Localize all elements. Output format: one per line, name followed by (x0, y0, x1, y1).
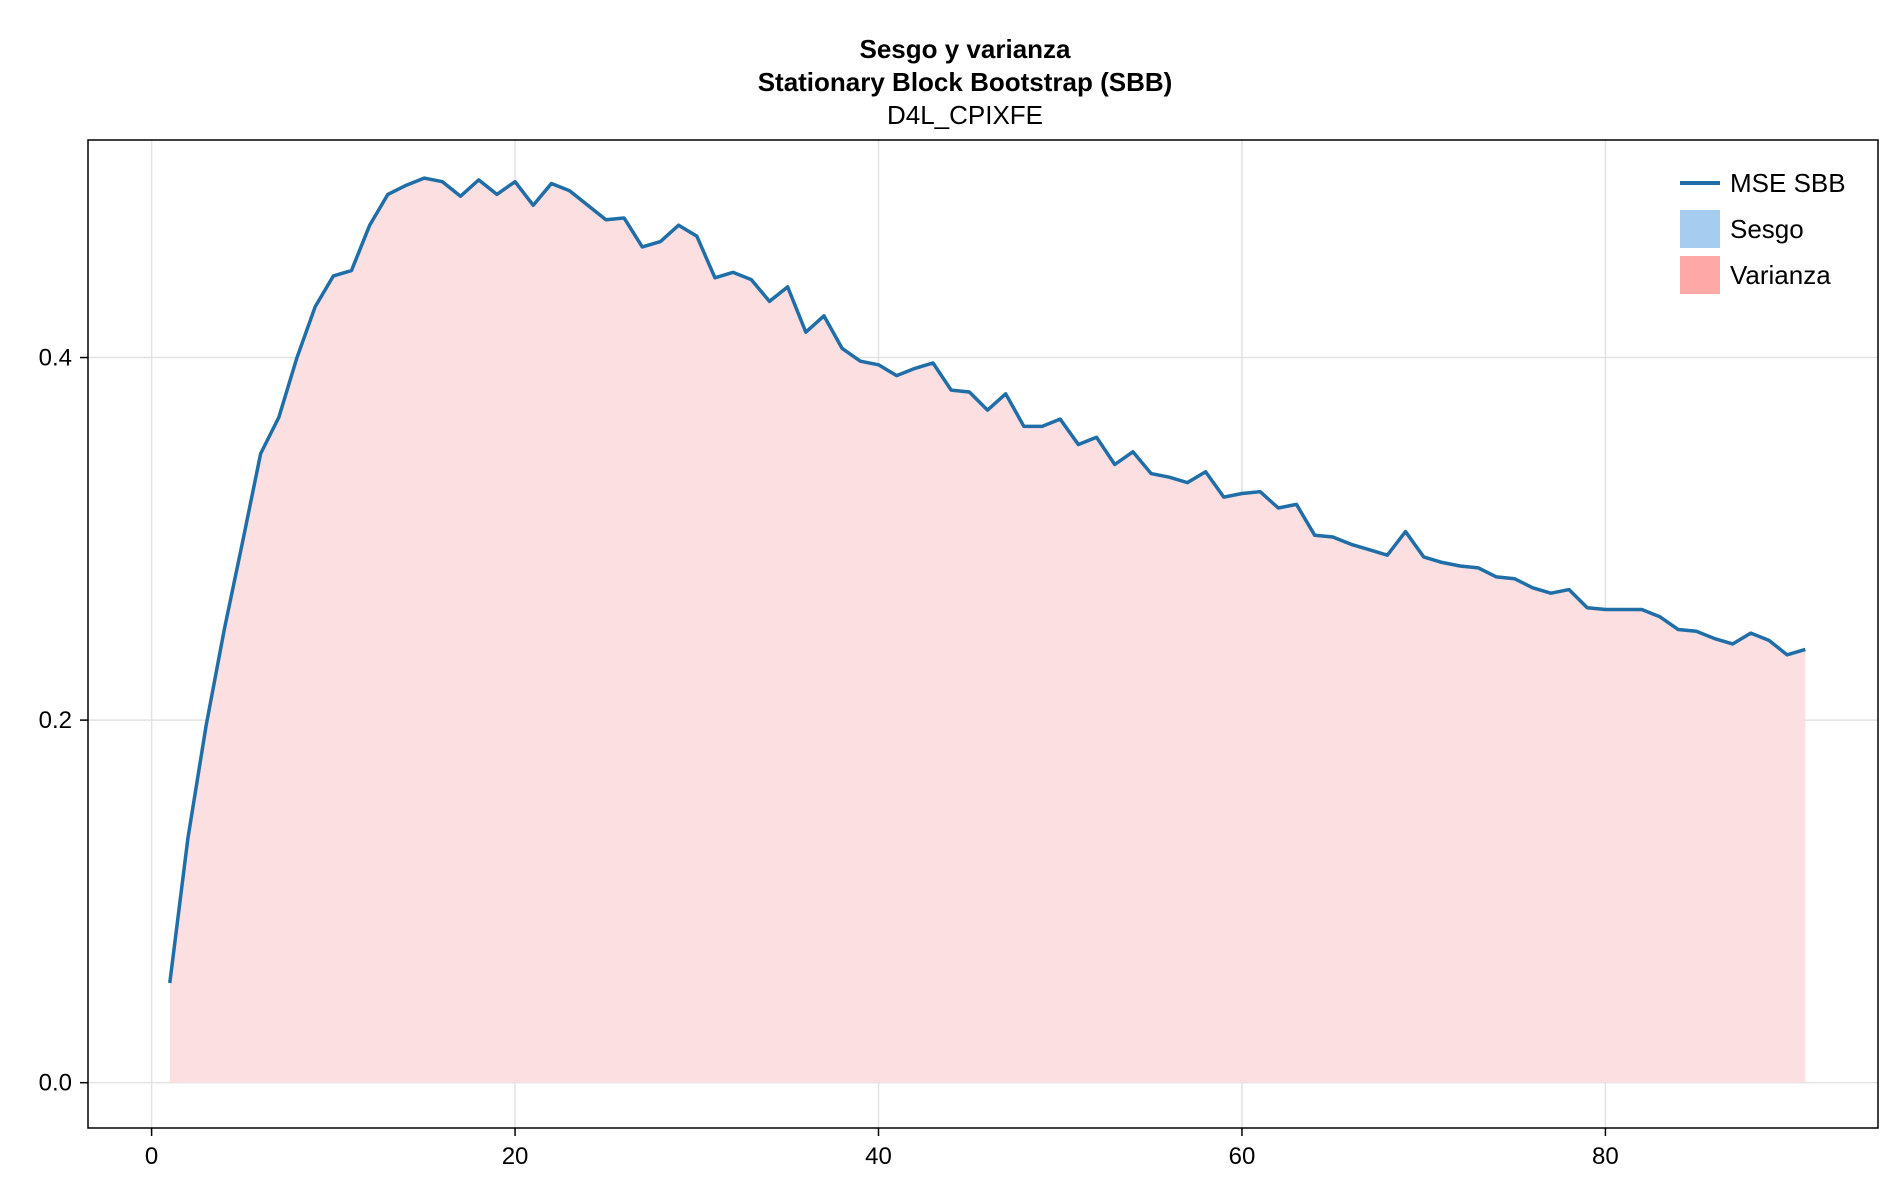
legend-swatch-sesgo (1680, 210, 1720, 248)
legend-label-varianza: Varianza (1730, 260, 1831, 290)
y-tick-label: 0.0 (39, 1070, 72, 1097)
area-varianza (169, 178, 1806, 1083)
x-tick-label: 80 (1592, 1143, 1619, 1170)
area-layer (169, 178, 1806, 1083)
legend-swatch-varianza (1680, 256, 1720, 294)
chart-title: Sesgo y varianza (860, 34, 1072, 64)
x-tick-label: 0 (145, 1143, 158, 1170)
legend-label-mse-sbb: MSE SBB (1730, 168, 1846, 198)
chart-subtitle-series: D4L_CPIXFE (887, 100, 1043, 130)
x-tick-label: 60 (1229, 1143, 1256, 1170)
legend: MSE SBB Sesgo Varianza (1680, 168, 1846, 294)
line-mse-sbb (168, 176, 1806, 984)
legend-label-sesgo: Sesgo (1730, 214, 1804, 244)
x-tick-label: 40 (865, 1143, 892, 1170)
y-tick-label: 0.4 (39, 345, 72, 372)
y-tick-label: 0.2 (39, 707, 72, 734)
plot-frame (87, 139, 1879, 1129)
line-layer (168, 176, 1806, 984)
x-tick-label: 20 (502, 1143, 529, 1170)
axis-ticks: 0 20 40 60 80 0.0 0.2 0.4 (39, 345, 1619, 1170)
chart-subtitle: Stationary Block Bootstrap (SBB) (758, 67, 1173, 97)
